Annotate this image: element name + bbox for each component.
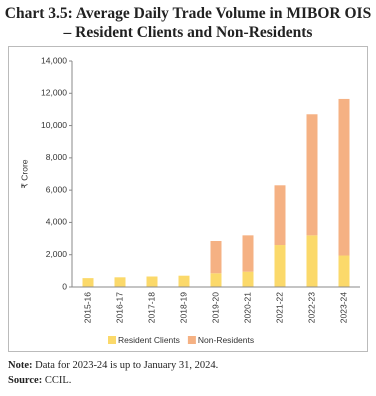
bar-segment <box>210 273 222 287</box>
y-tick-label: 12,000 <box>41 88 67 98</box>
bar-segment <box>146 276 158 287</box>
y-tick-label: 8,000 <box>46 152 68 162</box>
bar-segment <box>306 114 318 236</box>
bar-segment <box>114 277 126 287</box>
notes: Note: Data for 2023-24 is up to January … <box>8 358 218 388</box>
legend-label: Non-Residents <box>198 335 254 345</box>
bar-segment <box>306 235 318 287</box>
note: Data for 2023-24 is up to January 31, 20… <box>35 360 219 371</box>
y-tick-label: 0 <box>62 281 67 291</box>
y-tick-label: 14,000 <box>41 55 67 65</box>
x-tick-label: 2021-22 <box>274 292 284 323</box>
chart-title: Chart 3.5: Average Daily Trade Volume in… <box>4 5 372 41</box>
source: CCIL. <box>44 375 72 386</box>
bar-segment <box>274 185 286 246</box>
x-tick-label: 2020-21 <box>242 292 252 323</box>
x-tick-label: 2022-23 <box>306 292 316 323</box>
x-tick-label: 2023-24 <box>338 292 348 323</box>
legend-swatch <box>187 336 196 344</box>
y-tick-label: 2,000 <box>46 249 68 259</box>
bar-segment <box>82 278 94 287</box>
y-tick-label: 4,000 <box>46 217 68 227</box>
y-tick-label: 10,000 <box>41 120 67 130</box>
bar-segment <box>210 240 222 274</box>
y-tick-label: 6,000 <box>46 184 68 194</box>
bar-segment <box>338 98 350 256</box>
x-tick-label: 2016-17 <box>114 292 124 323</box>
legend-swatch <box>108 336 116 344</box>
bar-segment <box>242 235 254 272</box>
x-tick-label: 2018-19 <box>178 292 188 323</box>
y-axis-label: ₹ Crore <box>19 159 29 188</box>
chart-frame <box>8 46 368 352</box>
x-tick-label: 2017-18 <box>146 292 156 323</box>
source-line: Source: CCIL. <box>8 373 218 388</box>
note-line: Note: Data for 2023-24 is up to January … <box>8 358 218 373</box>
source-label: Source: <box>8 375 43 386</box>
x-tick-label: 2015-16 <box>82 292 92 323</box>
bar-segment <box>242 271 254 287</box>
legend-label: Resident Clients <box>118 335 180 345</box>
x-tick-label: 2019-20 <box>210 292 220 323</box>
bar-segment <box>274 245 286 287</box>
bar-segment <box>338 255 350 287</box>
bar-segment <box>178 275 190 287</box>
note-label: Note: <box>8 360 33 371</box>
